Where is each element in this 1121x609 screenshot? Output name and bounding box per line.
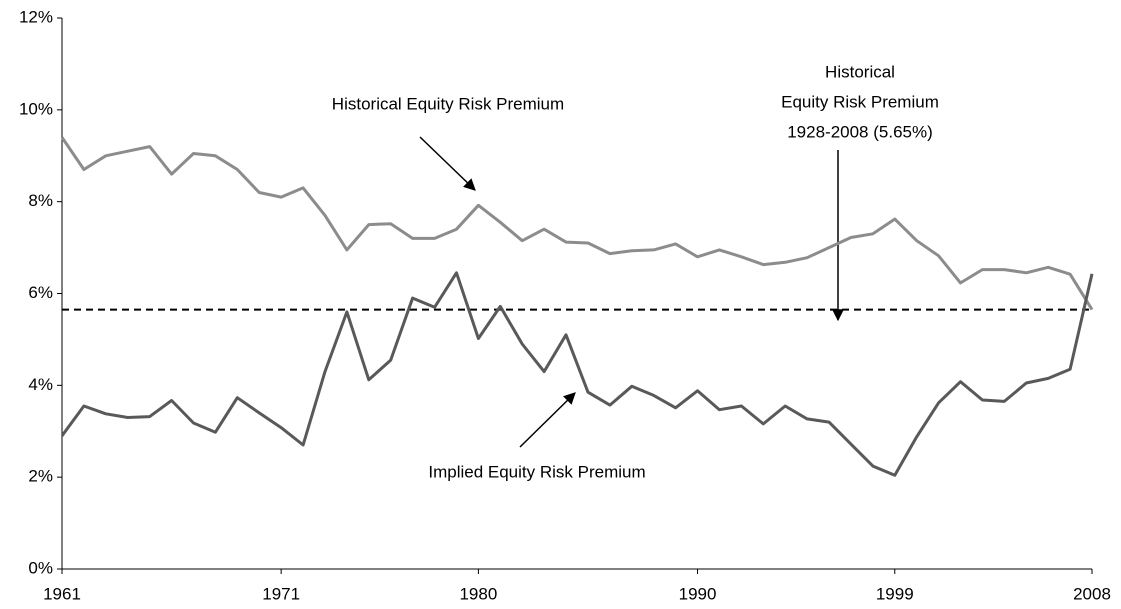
y-tick-label: 0% (28, 558, 53, 577)
annotation-arrow (419, 136, 476, 191)
x-tick-label: 1971 (262, 584, 300, 603)
x-tick-label: 1990 (679, 584, 717, 603)
x-tick-label: 1961 (43, 584, 81, 603)
annotation: Historical Equity Risk Premium (332, 94, 564, 113)
y-tick-label: 4% (28, 375, 53, 394)
annotation: 1928-2008 (5.65%) (787, 122, 933, 141)
y-tick-label: 12% (19, 7, 53, 26)
series-line (60, 271, 1094, 477)
x-tick-label: 1980 (459, 584, 497, 603)
series-line (60, 136, 1094, 311)
annotation: Implied Equity Risk Premium (428, 462, 645, 481)
annotation-arrow (519, 392, 576, 448)
y-tick-label: 10% (19, 99, 53, 118)
x-tick-label: 2008 (1073, 584, 1111, 603)
y-tick-label: 8% (28, 191, 53, 210)
y-tick-label: 2% (28, 467, 53, 486)
y-tick-label: 6% (28, 283, 53, 302)
annotation: Historical (825, 62, 895, 81)
annotation: Equity Risk Premium (781, 92, 939, 111)
x-tick-label: 1999 (876, 584, 914, 603)
